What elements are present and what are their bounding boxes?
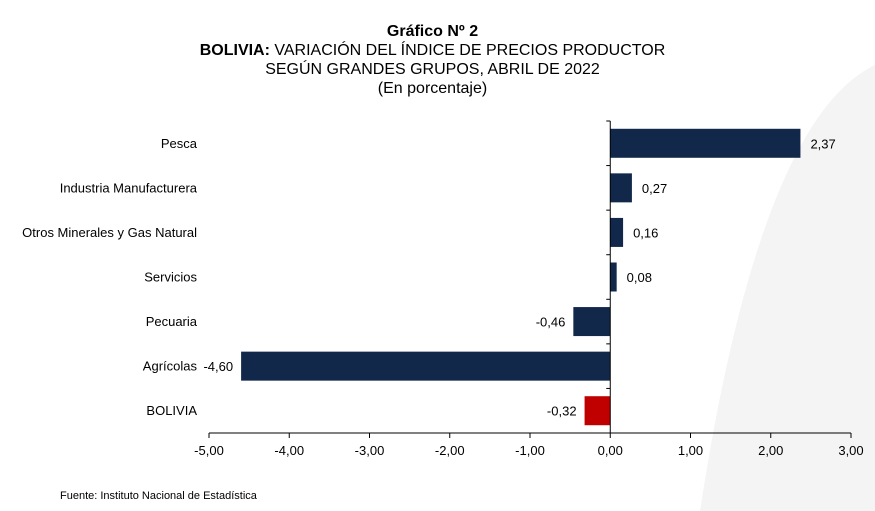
x-tick-label: -2,00: [435, 443, 465, 458]
chart-title: Gráfico Nº 2: [386, 23, 479, 40]
data-label: -4,60: [203, 359, 233, 374]
bar: [610, 262, 617, 292]
category-label: Pecuaria: [146, 314, 198, 329]
x-tick-label: -3,00: [355, 443, 385, 458]
bar: [241, 351, 611, 381]
source-note: Fuente: Instituto Nacional de Estadístic…: [60, 490, 257, 502]
x-tick-label: 0,00: [598, 443, 623, 458]
x-tick-label: 2,00: [758, 443, 783, 458]
bar-chart: Pesca 2,37 Industria Manufacturera 0,27 Otro…: [22, 120, 864, 458]
data-label: 0,16: [633, 225, 658, 240]
data-label: -0,32: [547, 404, 577, 419]
subtitle-country: BOLIVIA:: [199, 42, 270, 59]
data-label: -0,46: [536, 315, 566, 330]
category-label: Otros Minerales y Gas Natural: [22, 225, 197, 240]
data-label: 0,27: [642, 181, 667, 196]
bar: [584, 396, 611, 426]
bar: [573, 307, 611, 337]
category-label: BOLIVIA: [146, 403, 197, 418]
x-tick-label: -1,00: [515, 443, 545, 458]
chart-units: (En porcentaje): [377, 80, 488, 97]
category-label: Pesca: [161, 136, 198, 151]
data-label: 2,37: [810, 136, 835, 151]
subtitle-description: VARIACIÓN DEL ÍNDICE DE PRECIOS PRODUCTO…: [269, 42, 666, 59]
category-label: Industria Manufacturera: [60, 180, 198, 195]
chart-title-block: Gráfico Nº 2 BOLIVIA: VARIACIÓN DEL ÍNDI…: [0, 22, 865, 98]
x-tick-label: -5,00: [194, 443, 224, 458]
x-tick-label: -4,00: [274, 443, 304, 458]
data-label: 0,08: [627, 270, 652, 285]
bar: [610, 128, 801, 158]
chart-subtitle-period: SEGÚN GRANDES GRUPOS, ABRIL DE 2022: [265, 61, 600, 78]
category-label: Agrícolas: [143, 359, 198, 374]
category-label: Servicios: [144, 270, 197, 285]
x-tick-label: 3,00: [838, 443, 863, 458]
x-tick-label: 1,00: [678, 443, 703, 458]
bar: [610, 217, 624, 247]
chart-subtitle: BOLIVIA: VARIACIÓN DEL ÍNDICE DE PRECIOS…: [0, 41, 865, 60]
bar: [610, 173, 632, 203]
